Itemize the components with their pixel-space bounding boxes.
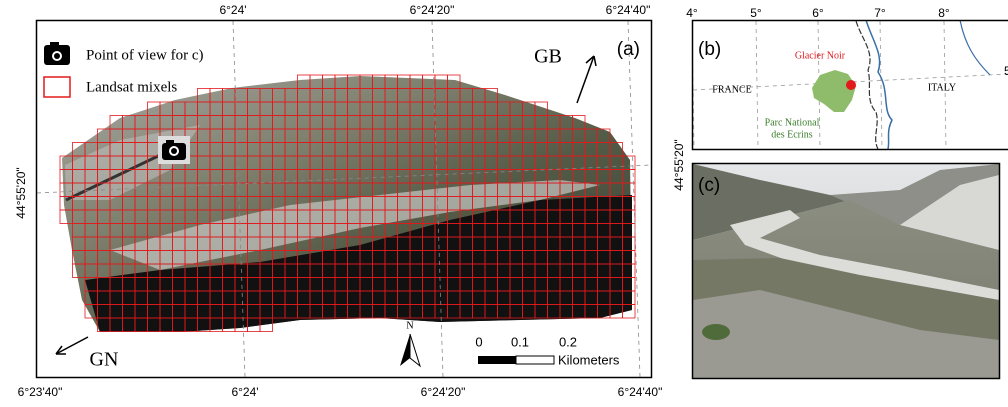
country-label: ITALY bbox=[928, 82, 956, 93]
camera-icon bbox=[158, 136, 190, 164]
legend-label: Point of view for c) bbox=[86, 47, 203, 63]
panel-b: 4° 5° 6° 7° 8° 5 (b) Glacier Noir FRANCE… bbox=[686, 6, 1008, 149]
border bbox=[856, 21, 878, 149]
scale-tick: 0.1 bbox=[511, 334, 529, 349]
top-tick: 8° bbox=[938, 6, 950, 20]
bottom-tick: 6°23'40" bbox=[18, 385, 63, 399]
north-label: N bbox=[406, 320, 413, 331]
top-tick: 6° bbox=[812, 6, 824, 20]
top-tick: 4° bbox=[686, 6, 698, 20]
panel-c: (c) bbox=[693, 164, 1000, 379]
scale-tick: 0 bbox=[475, 334, 482, 349]
direction-label: GN bbox=[90, 349, 119, 371]
panel-label: (b) bbox=[698, 39, 721, 60]
panel-a: 6°24' 6°24'20" 6°24'40" 6°23'40" 6°24' 6… bbox=[14, 3, 686, 399]
scale-unit: Kilometers bbox=[558, 352, 620, 367]
bottom-tick: 6°24'20" bbox=[421, 385, 466, 399]
north-arrow bbox=[400, 334, 410, 366]
arrow bbox=[577, 56, 594, 103]
direction-label: GB bbox=[534, 46, 562, 68]
park-label: Parc National bbox=[765, 117, 820, 128]
top-tick: 5° bbox=[750, 6, 762, 20]
legend-label: Landsat mixels bbox=[86, 79, 177, 95]
left-tick: 44°55'20" bbox=[14, 167, 28, 218]
scale-tick: 0.2 bbox=[559, 334, 577, 349]
arrow bbox=[56, 337, 88, 354]
park bbox=[812, 70, 856, 112]
river bbox=[960, 20, 990, 75]
legend: Point of view for c) Landsat mixels bbox=[44, 42, 203, 97]
north-arrow bbox=[410, 334, 420, 366]
panel-label: (c) bbox=[698, 175, 720, 196]
site-marker bbox=[846, 80, 856, 90]
panel-label: (a) bbox=[617, 39, 640, 60]
right-tick: 5 bbox=[1004, 64, 1008, 78]
top-tick: 7° bbox=[874, 6, 886, 20]
site-label: Glacier Noir bbox=[795, 50, 846, 61]
scale-bar bbox=[478, 356, 568, 364]
top-tick: 6°24'20" bbox=[410, 3, 455, 17]
top-tick: 6°24'40" bbox=[606, 3, 651, 17]
park-label: des Ecrins bbox=[771, 129, 812, 140]
shrub bbox=[702, 324, 730, 340]
top-tick: 6°24' bbox=[219, 3, 246, 17]
right-tick: 44°55'20" bbox=[672, 139, 686, 190]
country-label: FRANCE bbox=[712, 84, 751, 95]
bottom-tick: 6°24' bbox=[231, 385, 258, 399]
bottom-tick: 6°24'40" bbox=[618, 385, 663, 399]
